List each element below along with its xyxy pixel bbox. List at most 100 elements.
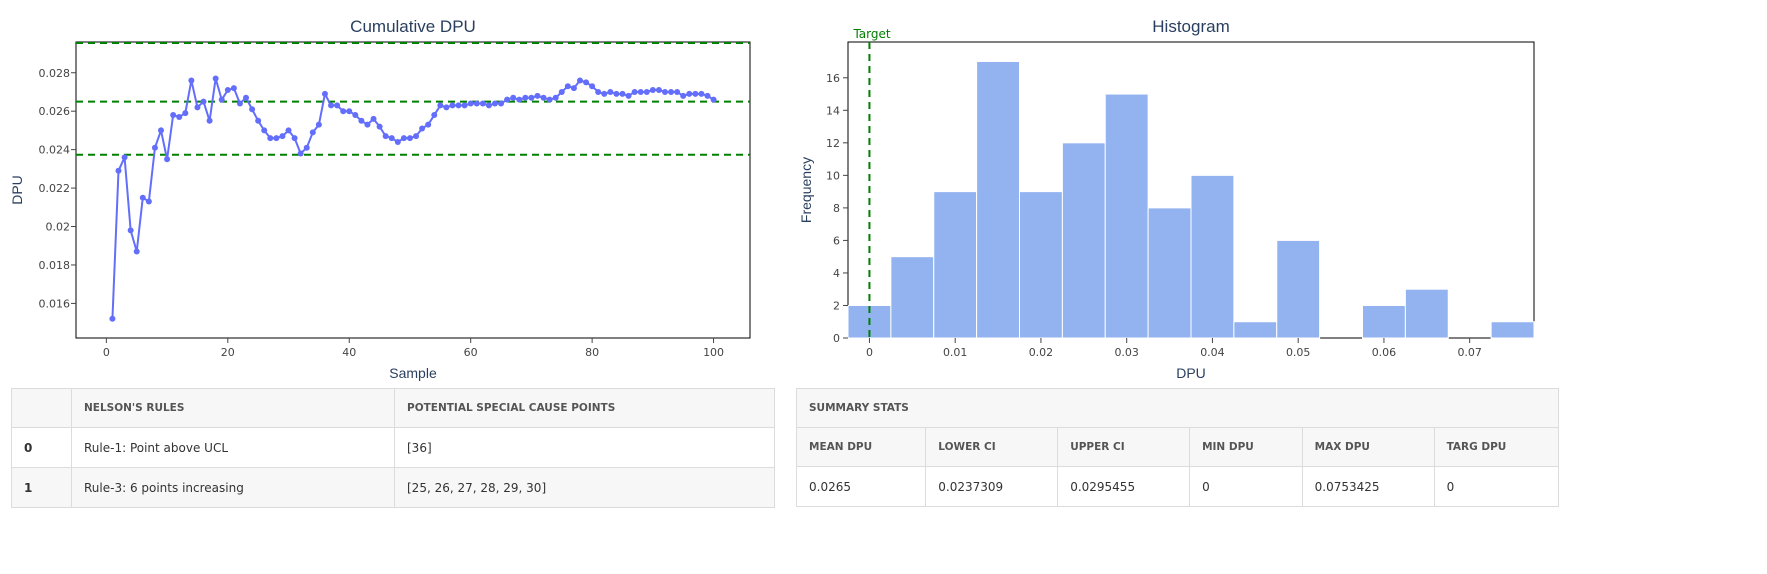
- data-point: [498, 100, 505, 107]
- data-point: [352, 112, 359, 119]
- x-tick-label: 0: [103, 346, 110, 359]
- histogram-bar: [1404, 288, 1449, 339]
- data-point: [485, 102, 492, 109]
- histogram-bar: [976, 61, 1020, 339]
- line-chart-title: Cumulative DPU: [350, 17, 476, 36]
- data-point: [340, 108, 347, 115]
- histogram-bar: [1276, 239, 1321, 339]
- summary-stats-header-row: MEAN DPU LOWER CI UPPER CI MIN DPU MAX D…: [795, 427, 1560, 467]
- data-point: [601, 90, 608, 97]
- targ-dpu-value: 0: [1433, 466, 1560, 507]
- data-point: [449, 102, 456, 109]
- data-point: [285, 127, 292, 134]
- data-point: [473, 100, 480, 107]
- histogram-bar: [1104, 93, 1149, 339]
- mean-dpu-value: 0.0265: [795, 466, 927, 507]
- histogram-bar: [1362, 304, 1406, 339]
- x-tick-label: 60: [464, 346, 478, 359]
- data-point: [176, 113, 183, 120]
- special-cause-points: [25, 26, 27, 28, 29, 30]: [394, 467, 775, 508]
- data-point: [431, 112, 438, 119]
- histogram-xlabel: DPU: [1176, 365, 1206, 381]
- data-point: [158, 127, 165, 134]
- data-point: [668, 88, 675, 95]
- y-tick-label: 0.028: [39, 67, 71, 80]
- data-point: [358, 117, 365, 124]
- data-point: [127, 227, 134, 234]
- data-point: [370, 115, 377, 122]
- line-chart-plot-area: [75, 41, 751, 339]
- data-point: [182, 110, 189, 117]
- data-point: [583, 79, 590, 86]
- data-point: [564, 83, 571, 90]
- nelson-rules-header-row: NELSON'S RULES POTENTIAL SPECIAL CAUSE P…: [11, 388, 775, 428]
- lower-ci-header: LOWER CI: [925, 427, 1059, 467]
- x-tick-label: 0.06: [1372, 346, 1397, 359]
- x-tick-label: 80: [585, 346, 599, 359]
- data-point: [394, 138, 401, 145]
- data-point: [297, 150, 304, 157]
- data-point: [145, 198, 152, 205]
- data-point: [613, 90, 620, 97]
- histogram-bar: [1061, 142, 1106, 339]
- data-point: [218, 96, 225, 103]
- data-point: [661, 88, 668, 95]
- data-point: [437, 102, 444, 109]
- table-row: 0 Rule-1: Point above UCL [36]: [11, 427, 775, 468]
- index-column-header: [11, 388, 72, 428]
- data-point: [206, 117, 213, 124]
- data-point: [364, 121, 371, 128]
- data-point: [625, 92, 632, 99]
- data-point: [655, 87, 662, 94]
- histogram-title: Histogram: [1152, 17, 1230, 36]
- data-point: [607, 88, 614, 95]
- data-point: [510, 94, 517, 101]
- table-row: 0.0265 0.0237309 0.0295455 0 0.0753425 0: [795, 466, 1560, 507]
- data-point: [413, 133, 420, 140]
- data-point: [558, 88, 565, 95]
- histogram-bar: [1190, 174, 1235, 339]
- data-point: [540, 94, 547, 101]
- data-point: [467, 100, 474, 107]
- summary-stats-table: SUMMARY STATS MEAN DPU LOWER CI UPPER CI…: [795, 388, 1560, 507]
- rule-name: Rule-1: Point above UCL: [71, 427, 395, 468]
- data-point: [279, 133, 286, 140]
- data-point: [491, 100, 498, 107]
- mean-dpu-header: MEAN DPU: [795, 427, 927, 467]
- histogram-bar: [933, 191, 978, 339]
- min-dpu-header: MIN DPU: [1189, 427, 1303, 467]
- data-point: [443, 104, 450, 111]
- x-tick-label: 0.01: [943, 346, 968, 359]
- data-point: [552, 94, 559, 101]
- data-point: [139, 194, 146, 201]
- row-index: 0: [11, 427, 72, 468]
- x-tick-label: 40: [342, 346, 356, 359]
- y-tick-label: 16: [826, 72, 840, 85]
- data-point: [291, 135, 298, 142]
- cumulative-dpu-line: [111, 78, 715, 319]
- data-point: [595, 88, 602, 95]
- table-row: 1 Rule-3: 6 points increasing [25, 26, 2…: [11, 467, 775, 508]
- data-point: [109, 315, 116, 322]
- data-point: [419, 125, 426, 132]
- data-point: [200, 98, 207, 105]
- data-point: [133, 248, 140, 255]
- histogram-bar: [1019, 191, 1063, 339]
- data-point: [388, 135, 395, 142]
- data-point: [188, 77, 195, 84]
- data-point: [528, 94, 535, 101]
- data-point: [589, 83, 596, 90]
- x-tick-label: 0.04: [1200, 346, 1225, 359]
- x-tick-label: 0.07: [1457, 346, 1482, 359]
- histogram-bar: [890, 256, 935, 339]
- line-chart-xlabel: Sample: [389, 365, 437, 381]
- max-dpu-value: 0.0753425: [1301, 466, 1435, 507]
- y-tick-label: 14: [826, 104, 840, 117]
- data-point: [236, 100, 243, 107]
- x-tick-label: 0.05: [1286, 346, 1311, 359]
- x-tick-label: 0.03: [1114, 346, 1139, 359]
- data-point: [680, 92, 687, 99]
- y-tick-label: 8: [833, 202, 840, 215]
- data-point: [151, 144, 158, 151]
- y-tick-label: 0.018: [39, 259, 71, 272]
